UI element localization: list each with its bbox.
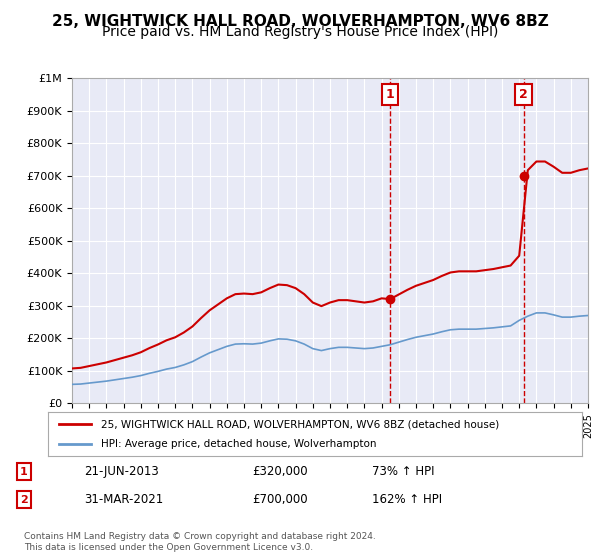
Text: 25, WIGHTWICK HALL ROAD, WOLVERHAMPTON, WV6 8BZ (detached house): 25, WIGHTWICK HALL ROAD, WOLVERHAMPTON, … xyxy=(101,419,500,429)
Text: 162% ↑ HPI: 162% ↑ HPI xyxy=(372,493,442,506)
Text: £700,000: £700,000 xyxy=(252,493,308,506)
Text: £320,000: £320,000 xyxy=(252,465,308,478)
Text: 2: 2 xyxy=(20,494,28,505)
Text: 1: 1 xyxy=(385,88,394,101)
Text: Contains HM Land Registry data © Crown copyright and database right 2024.
This d: Contains HM Land Registry data © Crown c… xyxy=(24,532,376,552)
Text: 2: 2 xyxy=(519,88,528,101)
Text: Price paid vs. HM Land Registry's House Price Index (HPI): Price paid vs. HM Land Registry's House … xyxy=(102,25,498,39)
Text: 73% ↑ HPI: 73% ↑ HPI xyxy=(372,465,434,478)
Text: 25, WIGHTWICK HALL ROAD, WOLVERHAMPTON, WV6 8BZ: 25, WIGHTWICK HALL ROAD, WOLVERHAMPTON, … xyxy=(52,14,548,29)
Text: 1: 1 xyxy=(20,466,28,477)
Text: 21-JUN-2013: 21-JUN-2013 xyxy=(84,465,159,478)
Text: 31-MAR-2021: 31-MAR-2021 xyxy=(84,493,163,506)
Text: HPI: Average price, detached house, Wolverhampton: HPI: Average price, detached house, Wolv… xyxy=(101,439,377,449)
